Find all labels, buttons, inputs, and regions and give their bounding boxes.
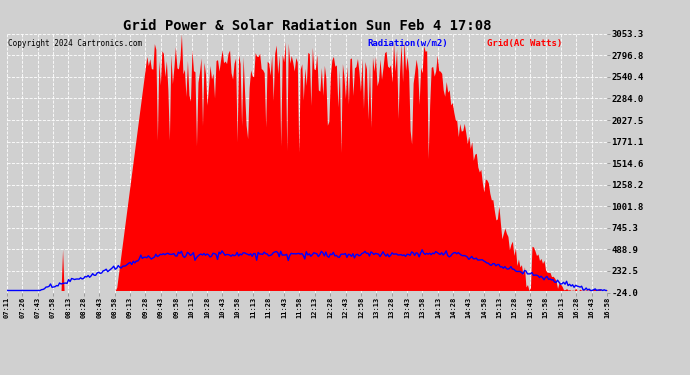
Text: Radiation(w/m2): Radiation(w/m2) <box>367 39 448 48</box>
Title: Grid Power & Solar Radiation Sun Feb 4 17:08: Grid Power & Solar Radiation Sun Feb 4 1… <box>123 19 491 33</box>
Text: Copyright 2024 Cartronics.com: Copyright 2024 Cartronics.com <box>8 39 142 48</box>
Text: Grid(AC Watts): Grid(AC Watts) <box>487 39 562 48</box>
